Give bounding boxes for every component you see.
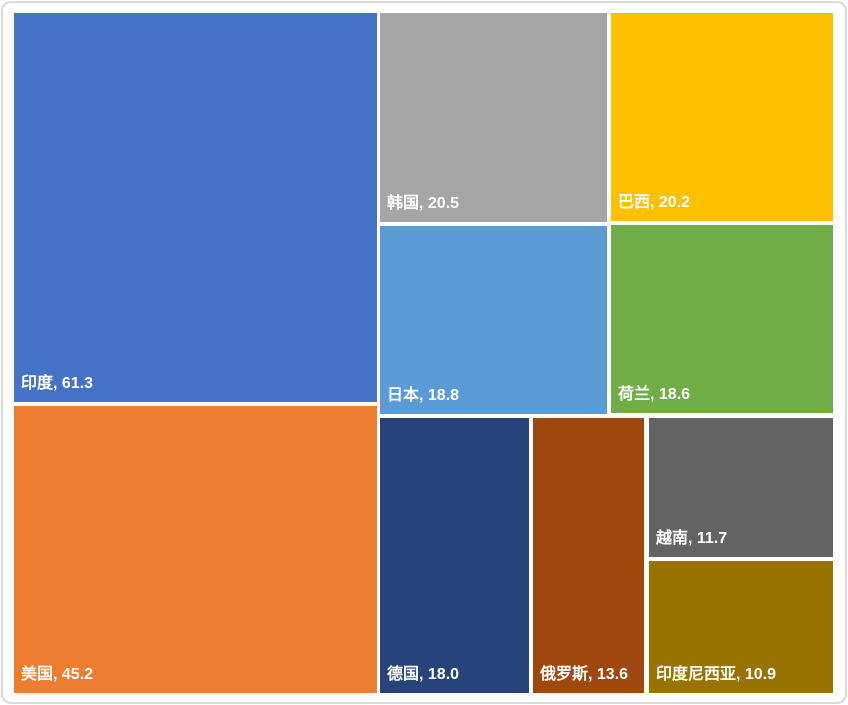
treemap-tile-indonesia: 印度尼西亚, 10.9 xyxy=(649,561,833,693)
tile-label-germany: 德国, 18.0 xyxy=(387,666,460,684)
treemap-tile-brazil: 巴西, 20.2 xyxy=(611,13,833,221)
treemap-tile-india: 印度, 61.3 xyxy=(14,13,377,402)
tile-label-japan: 日本, 18.8 xyxy=(387,387,460,405)
treemap-tile-netherlands: 荷兰, 18.6 xyxy=(611,225,833,413)
treemap-tile-usa: 美国, 45.2 xyxy=(14,406,377,693)
tile-label-russia: 俄罗斯, 13.6 xyxy=(540,666,629,684)
tile-label-south-korea: 韩国, 20.5 xyxy=(387,195,460,213)
treemap-tile-germany: 德国, 18.0 xyxy=(380,418,529,693)
tile-label-netherlands: 荷兰, 18.6 xyxy=(618,386,691,404)
treemap-tile-south-korea: 韩国, 20.5 xyxy=(380,13,607,222)
treemap-tile-japan: 日本, 18.8 xyxy=(380,226,607,414)
tile-label-brazil: 巴西, 20.2 xyxy=(618,194,691,212)
tile-label-india: 印度, 61.3 xyxy=(21,375,94,393)
tile-label-vietnam: 越南, 11.7 xyxy=(656,530,728,548)
treemap-tile-russia: 俄罗斯, 13.6 xyxy=(533,418,644,693)
treemap-tile-vietnam: 越南, 11.7 xyxy=(649,418,833,557)
tile-label-usa: 美国, 45.2 xyxy=(21,666,94,684)
tile-label-indonesia: 印度尼西亚, 10.9 xyxy=(656,666,777,684)
